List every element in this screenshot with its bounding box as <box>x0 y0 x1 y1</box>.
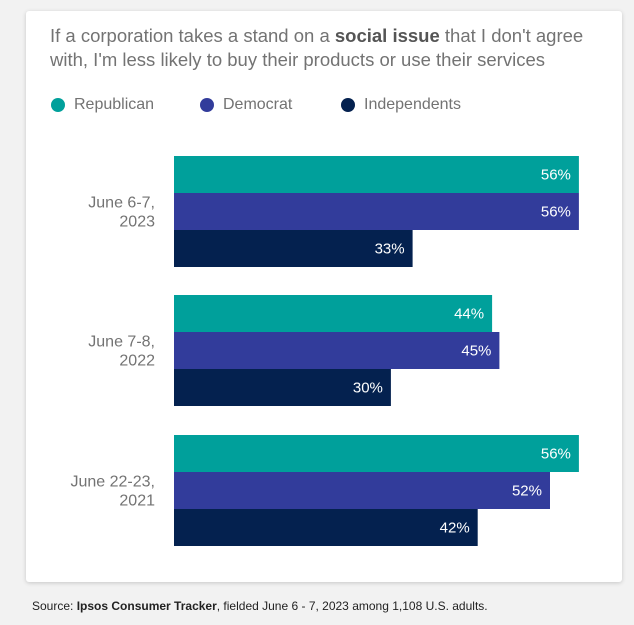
bar-group: 56% 56% 33% <box>174 156 579 267</box>
bar-republican <box>174 156 579 193</box>
data-label: 56% <box>541 167 571 184</box>
legend-swatch <box>51 98 65 112</box>
bar-democrat <box>174 332 500 369</box>
legend-label: Democrat <box>223 96 293 113</box>
data-label: 42% <box>440 520 470 537</box>
chart-card: If a corporation takes a stand on a soci… <box>26 11 622 582</box>
source-note: Source: Ipsos Consumer Tracker, fielded … <box>32 599 488 613</box>
data-label: 45% <box>461 343 491 360</box>
data-label: 52% <box>512 483 542 500</box>
bar-group: 56% 52% 42% <box>174 435 579 546</box>
legend-label: Independents <box>364 96 461 113</box>
bar-democrat <box>174 472 550 509</box>
legend-swatch <box>200 98 214 112</box>
legend-label: Republican <box>74 96 155 113</box>
bar-group: 44% 45% 30% <box>174 295 500 406</box>
legend-swatch <box>341 98 355 112</box>
bar-independents <box>174 230 413 267</box>
bar-democrat <box>174 193 579 230</box>
data-label: 44% <box>454 306 484 323</box>
chart-title: If a corporation takes a stand on a soci… <box>50 25 584 70</box>
bar-independents <box>174 509 478 546</box>
bar-republican <box>174 295 493 332</box>
bar-republican <box>174 435 579 472</box>
bar-chart: 56% 56% 33% June 6-7, 2023 44% 45% 30% June 7-8,… <box>70 156 579 546</box>
data-label: 30% <box>353 380 383 397</box>
category-label: June 22-23, 2021 <box>70 474 155 510</box>
category-label: June 6-7, 2023 <box>88 195 155 231</box>
category-label: June 7-8, 2022 <box>88 334 155 370</box>
data-label: 56% <box>541 446 571 463</box>
bar-independents <box>174 369 391 406</box>
data-label: 33% <box>375 241 405 258</box>
data-label: 56% <box>541 204 571 221</box>
